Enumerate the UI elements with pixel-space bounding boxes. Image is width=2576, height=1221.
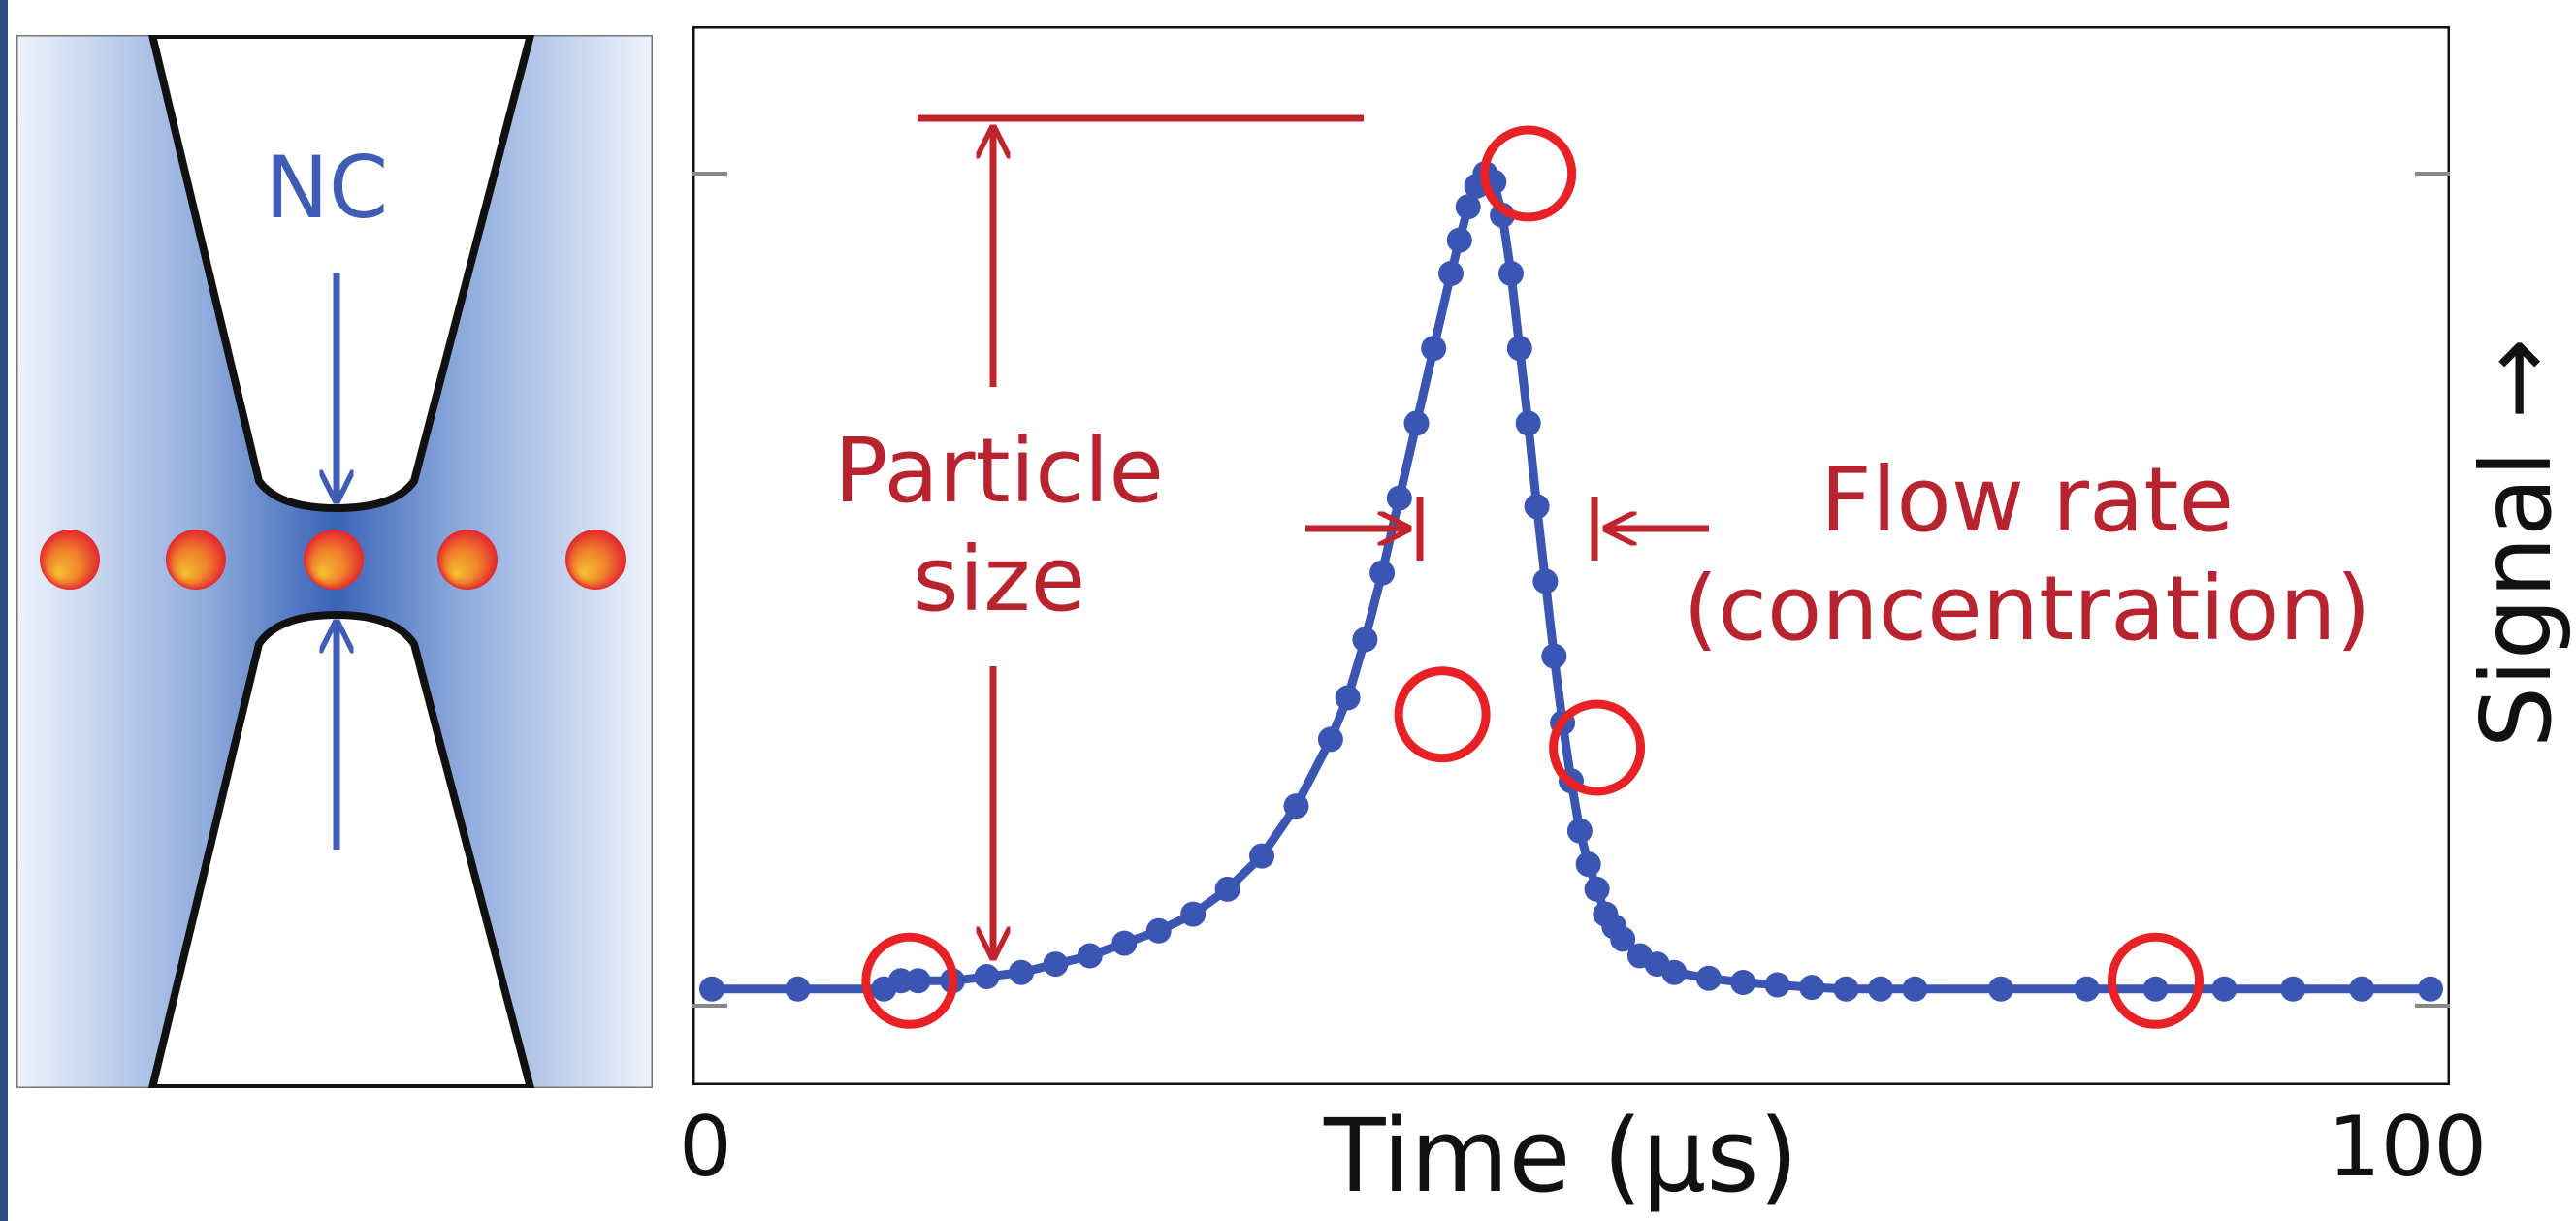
signal-point xyxy=(1249,843,1274,869)
channel-lower-wall xyxy=(147,610,535,1088)
x-axis-label: Time (µs) xyxy=(1324,1097,1799,1215)
nanochannel-label: NC xyxy=(265,138,389,238)
signal-point xyxy=(1283,793,1309,819)
signal-point xyxy=(1369,560,1396,586)
highlight-markers xyxy=(861,125,2204,1029)
highlight-circle xyxy=(2108,932,2204,1029)
signal-point xyxy=(1532,568,1559,594)
signal-point xyxy=(974,964,1000,989)
signal-point xyxy=(1421,336,1447,362)
signal-point xyxy=(1009,959,1034,985)
signal-point xyxy=(1386,485,1412,511)
particle xyxy=(565,530,626,590)
signal-point xyxy=(1111,930,1138,956)
signal-point xyxy=(1180,901,1207,927)
highlight-circle xyxy=(1549,699,1646,796)
signal-point xyxy=(1661,959,1688,985)
signal-point xyxy=(1515,410,1541,436)
signal-plot xyxy=(692,26,2450,1085)
signal-point xyxy=(1584,876,1610,902)
signal-point xyxy=(1988,976,2013,1002)
signal-point xyxy=(1352,627,1378,653)
signal-point xyxy=(2349,976,2375,1002)
particle xyxy=(437,530,498,590)
signal-point xyxy=(2280,976,2306,1002)
signal-point xyxy=(1695,965,1722,991)
signal-point xyxy=(1498,261,1524,286)
signal-point xyxy=(1730,970,1756,995)
signal-point xyxy=(1455,194,1481,220)
page-edge-strip xyxy=(0,0,8,1221)
particle xyxy=(166,530,226,590)
particle xyxy=(304,530,364,590)
signal-point xyxy=(1799,975,1825,1001)
signal-point xyxy=(1575,851,1601,878)
signal-point xyxy=(1145,917,1172,944)
signal-point xyxy=(1868,976,1893,1002)
nanochannel-diagram xyxy=(16,35,653,1088)
highlight-circle xyxy=(1394,666,1491,763)
particle-size-annotation: Particle size xyxy=(834,419,1164,631)
signal-point xyxy=(1524,494,1550,520)
plot-frame xyxy=(692,26,2450,1085)
signal-point xyxy=(1902,976,1928,1002)
signal-point xyxy=(2418,976,2443,1002)
signal-point xyxy=(1214,876,1240,902)
signal-point xyxy=(1077,943,1103,969)
y-axis-label: Signal → xyxy=(2460,337,2573,749)
signal-point xyxy=(699,976,724,1002)
flow-rate-annotation: Flow rate (concentration) xyxy=(1683,448,2371,660)
signal-point xyxy=(1446,227,1472,253)
signal-point xyxy=(2074,976,2100,1002)
signal-point xyxy=(1438,261,1464,286)
signal-point xyxy=(905,968,931,994)
highlight-circle xyxy=(1480,125,1577,222)
signal-point xyxy=(1764,972,1790,998)
signal-point xyxy=(1566,818,1593,844)
signal-point xyxy=(1541,643,1567,669)
particle xyxy=(40,530,100,590)
signal-point xyxy=(1833,976,1859,1002)
signal-point xyxy=(785,976,811,1002)
x-tick-label-min: 0 xyxy=(679,1099,732,1196)
highlight-circle xyxy=(861,932,958,1029)
signal-point xyxy=(1317,726,1343,753)
signal-point xyxy=(1403,410,1430,436)
signal-point xyxy=(2142,976,2169,1002)
x-tick-label-max: 100 xyxy=(2328,1099,2488,1196)
channel-upper-wall xyxy=(147,35,535,513)
signal-point xyxy=(1043,951,1069,978)
signal-point xyxy=(1506,336,1532,362)
signal-point xyxy=(1335,685,1361,711)
signal-point xyxy=(2211,976,2238,1002)
signal-point xyxy=(1610,926,1636,952)
